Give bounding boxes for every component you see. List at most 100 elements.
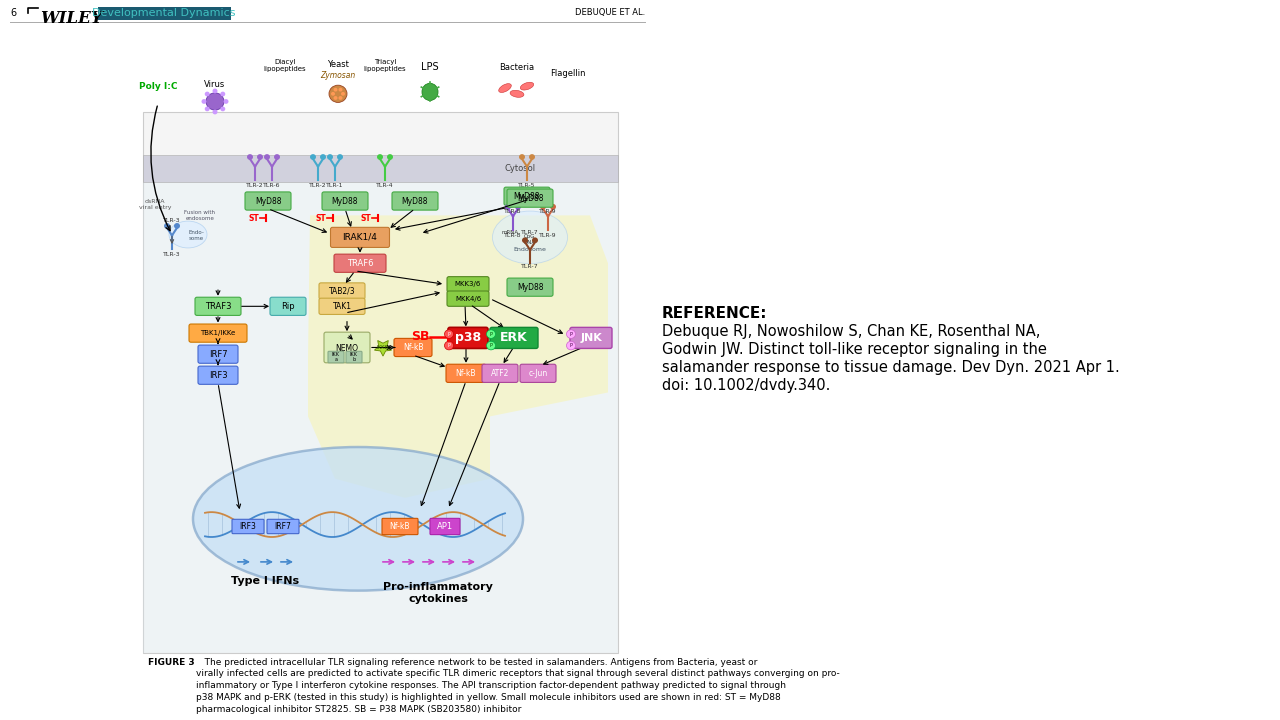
Text: JNK: JNK (580, 333, 602, 343)
Circle shape (332, 92, 335, 96)
FancyBboxPatch shape (99, 6, 230, 20)
Polygon shape (375, 341, 392, 356)
Circle shape (257, 154, 262, 160)
FancyBboxPatch shape (394, 338, 433, 356)
Text: IRAK1/4: IRAK1/4 (343, 233, 378, 242)
Circle shape (337, 154, 343, 160)
Circle shape (247, 154, 253, 160)
FancyBboxPatch shape (319, 298, 365, 315)
FancyBboxPatch shape (334, 254, 387, 272)
Circle shape (338, 88, 343, 91)
Text: c-Jun: c-Jun (529, 369, 548, 378)
Circle shape (529, 154, 535, 160)
FancyBboxPatch shape (507, 189, 553, 207)
Text: AP1: AP1 (436, 522, 453, 531)
FancyBboxPatch shape (198, 345, 238, 364)
Text: WILEY: WILEY (40, 9, 102, 27)
Text: Debuque RJ, Nowoshilow S, Chan KE, Rosenthal NA,: Debuque RJ, Nowoshilow S, Chan KE, Rosen… (662, 323, 1041, 338)
Circle shape (224, 99, 229, 104)
Text: MyD88: MyD88 (517, 283, 543, 292)
Ellipse shape (169, 221, 207, 248)
Text: salamander response to tissue damage. Dev Dyn. 2021 Apr 1.: salamander response to tissue damage. De… (662, 360, 1120, 375)
Text: ST: ST (361, 214, 371, 222)
Circle shape (274, 154, 280, 160)
Text: TLR-4: TLR-4 (376, 183, 394, 188)
Circle shape (522, 238, 529, 243)
FancyBboxPatch shape (346, 351, 362, 363)
Text: mRNA: mRNA (502, 230, 518, 235)
FancyBboxPatch shape (232, 519, 264, 534)
FancyBboxPatch shape (189, 324, 247, 342)
Ellipse shape (493, 211, 567, 264)
Circle shape (164, 223, 170, 229)
Text: MyD88: MyD88 (513, 192, 540, 201)
FancyBboxPatch shape (270, 297, 306, 315)
Circle shape (205, 107, 210, 112)
Text: NEMO: NEMO (335, 344, 358, 353)
Text: 6: 6 (10, 8, 17, 18)
Text: IRF3: IRF3 (239, 522, 256, 531)
Text: TLR-2: TLR-2 (310, 183, 326, 188)
Text: Flagellin: Flagellin (550, 70, 586, 78)
Text: TLR-3: TLR-3 (163, 218, 180, 223)
Text: Nf-kB: Nf-kB (403, 343, 424, 352)
Text: Cytosol: Cytosol (504, 164, 535, 173)
Circle shape (212, 89, 218, 94)
Circle shape (518, 154, 525, 160)
Text: TLR-7: TLR-7 (521, 264, 539, 269)
Text: TLR-9: TLR-9 (539, 233, 557, 238)
Circle shape (444, 330, 453, 338)
Text: Bacteria: Bacteria (499, 63, 535, 72)
Circle shape (206, 93, 224, 110)
Text: Diacyl
lipopeptides: Diacyl lipopeptides (264, 59, 306, 72)
Bar (143, 182, 618, 653)
Text: Endosome: Endosome (513, 247, 547, 252)
Text: Nf-kB: Nf-kB (389, 522, 411, 531)
Circle shape (486, 330, 495, 338)
Text: TAK1: TAK1 (333, 302, 352, 311)
Text: P: P (448, 343, 451, 348)
Text: Fusion with
endosome: Fusion with endosome (184, 210, 215, 221)
FancyBboxPatch shape (504, 187, 550, 205)
Text: Pro-inflammatory
cytokines: Pro-inflammatory cytokines (383, 582, 493, 603)
Circle shape (532, 238, 538, 243)
Text: Zymosan: Zymosan (320, 71, 356, 81)
FancyBboxPatch shape (268, 519, 300, 534)
Text: P: P (489, 332, 493, 336)
Text: FIGURE 3: FIGURE 3 (148, 657, 195, 667)
Polygon shape (308, 215, 608, 498)
Text: Yeast: Yeast (328, 60, 349, 69)
Ellipse shape (499, 84, 511, 92)
Ellipse shape (520, 82, 534, 90)
Text: doi: 10.1002/dvdy.340.: doi: 10.1002/dvdy.340. (662, 378, 831, 393)
Circle shape (212, 109, 218, 114)
Circle shape (220, 91, 225, 96)
Circle shape (174, 223, 180, 229)
Circle shape (334, 96, 338, 100)
Text: IKK
b: IKK b (349, 351, 358, 362)
FancyBboxPatch shape (430, 518, 460, 535)
Text: IRF7: IRF7 (209, 350, 228, 359)
Circle shape (567, 341, 576, 350)
Text: TBK1/IKKe: TBK1/IKKe (201, 330, 236, 336)
FancyBboxPatch shape (447, 276, 489, 292)
Text: TRAF3: TRAF3 (205, 302, 232, 311)
FancyBboxPatch shape (319, 283, 365, 299)
Circle shape (378, 154, 383, 160)
Circle shape (444, 341, 453, 350)
Text: Endo-
some: Endo- some (188, 230, 204, 241)
Text: IRF7: IRF7 (275, 522, 292, 531)
Text: IRF3: IRF3 (209, 371, 228, 379)
FancyBboxPatch shape (324, 332, 370, 363)
Text: TLR-2: TLR-2 (246, 183, 264, 188)
Text: TLR-5: TLR-5 (518, 183, 536, 188)
Text: MyD88: MyD88 (255, 197, 282, 205)
Text: TLR-1: TLR-1 (326, 183, 344, 188)
FancyBboxPatch shape (520, 364, 556, 382)
Text: p38: p38 (454, 331, 481, 344)
Text: IKK
a: IKK a (332, 351, 340, 362)
Circle shape (320, 154, 326, 160)
Text: dsRNA
viral entry: dsRNA viral entry (138, 199, 172, 210)
Text: TLR-7: TLR-7 (521, 230, 539, 235)
FancyBboxPatch shape (447, 291, 489, 306)
